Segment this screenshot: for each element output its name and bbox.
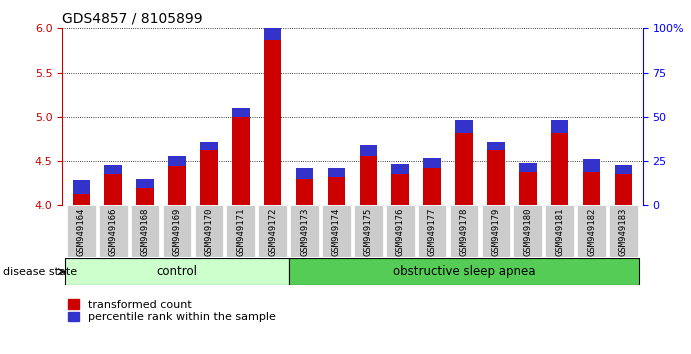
Bar (200, 150, 218, 205)
FancyBboxPatch shape (66, 258, 289, 285)
FancyBboxPatch shape (450, 205, 478, 257)
Bar (73, 194, 90, 205)
Text: obstructive sleep apnea: obstructive sleep apnea (392, 265, 536, 278)
Text: GSM949183: GSM949183 (619, 208, 628, 256)
FancyBboxPatch shape (67, 205, 95, 257)
Text: GSM949180: GSM949180 (523, 208, 532, 256)
FancyBboxPatch shape (290, 205, 319, 257)
FancyBboxPatch shape (99, 205, 128, 257)
Bar (487, 142, 504, 150)
Bar (264, 25, 281, 40)
Bar (73, 180, 90, 194)
Text: GSM949174: GSM949174 (332, 208, 341, 256)
Bar (359, 145, 377, 156)
FancyBboxPatch shape (513, 205, 542, 257)
Text: disease state: disease state (3, 267, 77, 277)
Bar (232, 108, 249, 117)
Bar (296, 168, 313, 179)
Bar (328, 177, 346, 205)
Text: GSM949176: GSM949176 (396, 208, 405, 256)
Bar (583, 159, 600, 172)
Bar (136, 188, 154, 205)
Bar (392, 175, 409, 205)
Bar (455, 133, 473, 205)
Text: GSM949169: GSM949169 (173, 208, 182, 256)
Bar (136, 179, 154, 188)
Text: GSM949182: GSM949182 (587, 208, 596, 256)
Bar (296, 179, 313, 205)
Bar (104, 166, 122, 175)
Bar (104, 175, 122, 205)
Text: GSM949179: GSM949179 (491, 208, 500, 256)
FancyBboxPatch shape (545, 205, 574, 257)
Text: GSM949177: GSM949177 (428, 208, 437, 256)
FancyBboxPatch shape (195, 205, 223, 257)
FancyBboxPatch shape (482, 205, 510, 257)
Bar (551, 120, 569, 133)
Text: GSM949172: GSM949172 (268, 208, 277, 256)
FancyBboxPatch shape (609, 205, 638, 257)
FancyBboxPatch shape (386, 205, 415, 257)
FancyBboxPatch shape (227, 205, 255, 257)
Text: GSM949178: GSM949178 (460, 208, 468, 256)
Bar (168, 166, 186, 205)
Bar (583, 172, 600, 205)
Bar (328, 168, 346, 177)
Bar (264, 40, 281, 205)
FancyBboxPatch shape (577, 205, 606, 257)
Text: GDS4857 / 8105899: GDS4857 / 8105899 (62, 12, 203, 26)
Bar (168, 156, 186, 166)
Text: GSM949181: GSM949181 (555, 208, 565, 256)
Bar (519, 163, 537, 172)
Bar (615, 166, 632, 175)
FancyBboxPatch shape (418, 205, 446, 257)
FancyBboxPatch shape (354, 205, 383, 257)
Text: GSM949175: GSM949175 (364, 208, 373, 256)
Text: GSM949170: GSM949170 (205, 208, 214, 256)
Text: control: control (156, 265, 198, 278)
Bar (424, 158, 441, 168)
Text: GSM949166: GSM949166 (108, 208, 117, 256)
Bar (359, 156, 377, 205)
Bar (232, 117, 249, 205)
Legend: transformed count, percentile rank within the sample: transformed count, percentile rank withi… (68, 299, 276, 322)
Bar (551, 133, 569, 205)
FancyBboxPatch shape (289, 258, 639, 285)
Text: GSM949164: GSM949164 (77, 208, 86, 256)
Bar (487, 150, 504, 205)
Text: GSM949173: GSM949173 (300, 208, 309, 256)
Bar (200, 142, 218, 150)
FancyBboxPatch shape (322, 205, 351, 257)
FancyBboxPatch shape (258, 205, 287, 257)
Bar (392, 164, 409, 175)
Bar (519, 172, 537, 205)
Bar (455, 120, 473, 133)
Bar (615, 175, 632, 205)
FancyBboxPatch shape (162, 205, 191, 257)
FancyBboxPatch shape (131, 205, 160, 257)
Text: GSM949168: GSM949168 (140, 208, 150, 256)
Bar (424, 168, 441, 205)
Text: GSM949171: GSM949171 (236, 208, 245, 256)
